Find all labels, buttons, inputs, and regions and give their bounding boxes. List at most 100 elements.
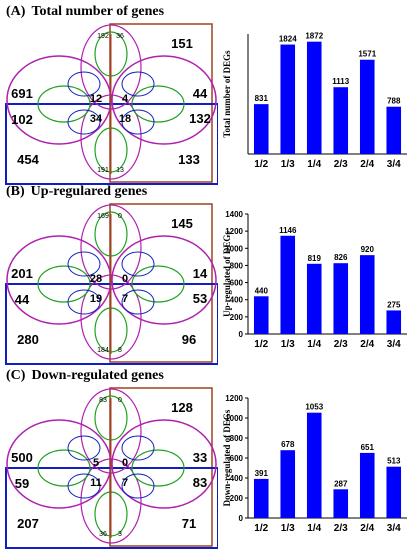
x-tick-label: 2/4 (360, 523, 374, 534)
x-tick-label: 2/3 (334, 523, 348, 534)
venn-set-ellipse (121, 109, 155, 135)
venn-label-small: 83 (99, 397, 107, 404)
y-tick-label: 200 (230, 494, 244, 503)
x-tick-label: 3/4 (387, 159, 401, 170)
y-tick-label: 600 (230, 279, 244, 288)
y-tick-label: 1000 (225, 414, 243, 423)
venn-set-ellipse (67, 473, 101, 499)
x-tick-label: 1/2 (254, 159, 268, 170)
bar (359, 59, 375, 154)
bar (280, 235, 296, 334)
x-tick-label: 1/3 (281, 159, 295, 170)
x-tick-label: 3/4 (387, 523, 401, 534)
x-tick-label: 1/4 (307, 339, 321, 350)
venn-diagram: 128 500 33 59 83 207 71 5 0 11 7 83 0 36 3 (5, 387, 218, 549)
bar (386, 310, 402, 334)
panel-title: (C) Down-regulated genes (6, 368, 170, 384)
venn-label: 7 (122, 477, 128, 489)
venn-label-small: 0 (118, 397, 122, 404)
venn-set-ellipse (37, 85, 91, 123)
bar (386, 106, 402, 154)
venn-set-ellipse (131, 85, 185, 123)
venn-label: 207 (17, 516, 39, 531)
venn-label: 96 (182, 332, 196, 347)
panel-title: (A) Total number of genes (6, 4, 170, 20)
venn-set-ellipse (37, 265, 91, 303)
venn-label: 500 (11, 450, 33, 465)
bar (333, 87, 349, 154)
venn-label: 34 (90, 113, 103, 125)
data-label: 1053 (305, 403, 323, 412)
venn-set-ellipse (121, 289, 155, 315)
venn-label: 53 (193, 291, 207, 306)
x-tick-label: 2/4 (360, 339, 374, 350)
venn-set-ellipse (67, 71, 101, 97)
y-tick-label: 800 (230, 434, 244, 443)
venn-label: 280 (17, 332, 39, 347)
bar-chart: Down-regulated of DEGs 0 200 400 600 800 1000 1… (222, 394, 407, 534)
data-label: 678 (281, 440, 295, 449)
y-tick-label: 400 (230, 296, 244, 305)
venn-label-small: 36 (99, 531, 107, 538)
venn-diagram: 151 691 44 102 132 454 133 12 4 34 18 192 36 191 13 (5, 23, 218, 185)
venn-label-small: 192 (97, 33, 109, 40)
data-label: 1824 (279, 35, 297, 44)
y-axis-label: Down-regulated of DEGs (222, 409, 232, 506)
x-tick-label: 1/4 (307, 523, 321, 534)
data-label: 826 (334, 253, 348, 262)
data-label: 831 (255, 94, 269, 103)
panel-title: (B) Up-regulared genes (6, 184, 153, 200)
data-label: 275 (387, 300, 401, 309)
bar (333, 263, 349, 334)
venn-label: 0 (122, 273, 128, 285)
x-tick-label: 1/2 (254, 339, 268, 350)
y-axis-label: Total number of DEGs (222, 50, 232, 138)
venn-label: 151 (171, 36, 193, 51)
venn-set-ellipse (131, 265, 185, 303)
bar (386, 466, 402, 518)
data-label: 391 (255, 469, 269, 478)
venn-label: 71 (182, 516, 196, 531)
venn-label: 12 (90, 93, 102, 105)
venn-label: 133 (178, 152, 200, 167)
venn-label: 18 (119, 113, 131, 125)
x-tick-label: 2/3 (334, 339, 348, 350)
y-tick-label: 800 (230, 261, 244, 270)
venn-label: 83 (193, 475, 207, 490)
data-label: 1113 (332, 77, 349, 86)
x-tick-label: 1/2 (254, 523, 268, 534)
data-label: 513 (387, 457, 401, 466)
data-label: 651 (361, 443, 375, 452)
y-tick-label: 1000 (225, 244, 243, 253)
venn-set-ellipse (121, 71, 155, 97)
venn-set-ellipse (111, 55, 217, 145)
venn-label-small: 184 (97, 347, 109, 354)
x-tick-label: 2/3 (334, 159, 348, 170)
venn-label: 44 (15, 292, 30, 307)
y-tick-label: 0 (239, 330, 244, 339)
venn-label: 5 (93, 457, 99, 469)
data-label: 287 (334, 479, 348, 488)
y-axis-label: Up-regulated of DEGs (222, 231, 232, 317)
panel-letter: (A) (6, 4, 26, 19)
venn-label-small: 13 (116, 167, 124, 174)
data-label: 920 (361, 245, 375, 254)
data-label: 1571 (358, 50, 376, 59)
venn-label-small: 3 (118, 531, 122, 538)
venn-label: 102 (11, 112, 33, 127)
data-label: 1146 (279, 226, 297, 235)
y-tick-label: 600 (230, 454, 244, 463)
venn-set-ellipse (111, 235, 217, 325)
venn-label: 14 (193, 266, 208, 281)
venn-label: 44 (193, 86, 208, 101)
venn-set-ellipse (67, 251, 101, 277)
data-label: 440 (255, 286, 269, 295)
venn-label-small: 169 (97, 213, 109, 220)
venn-label: 11 (90, 477, 102, 489)
bar (306, 412, 322, 518)
panel-title-text: Total number of genes (31, 4, 165, 19)
bar-chart: Up-regulated of DEGs 0 200 400 600 800 1000 120… (222, 210, 407, 350)
x-tick-label: 1/3 (281, 339, 295, 350)
y-tick-label: 1400 (225, 210, 243, 219)
data-label: 1872 (305, 32, 323, 41)
